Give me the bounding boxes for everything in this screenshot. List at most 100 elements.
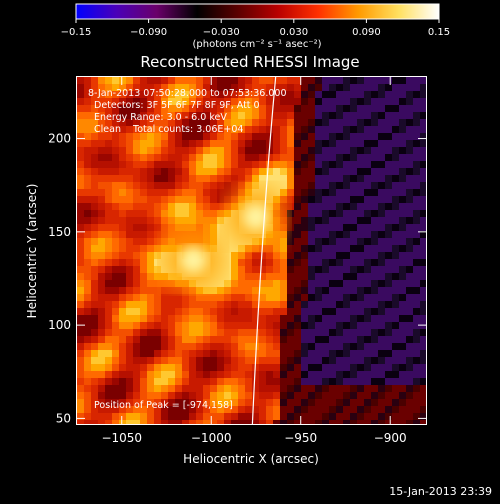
heatmap-cell <box>378 399 385 406</box>
heatmap-cell <box>280 343 287 350</box>
heatmap-cell <box>364 406 371 413</box>
heatmap-cell <box>329 189 336 196</box>
heatmap-cell <box>105 413 112 420</box>
heatmap-cell <box>266 154 273 161</box>
heatmap-cell <box>154 84 161 91</box>
heatmap-cell <box>336 301 343 308</box>
heatmap-cell <box>231 161 238 168</box>
heatmap-cell <box>287 336 294 343</box>
heatmap-cell <box>161 378 168 385</box>
heatmap-cell <box>98 364 105 371</box>
heatmap-cell <box>287 189 294 196</box>
heatmap-cell <box>77 154 84 161</box>
heatmap-cell <box>343 392 350 399</box>
heatmap-cell <box>105 273 112 280</box>
heatmap-cell <box>224 392 231 399</box>
heatmap-cell <box>175 140 182 147</box>
heatmap-cell <box>161 77 168 84</box>
heatmap-cell <box>322 154 329 161</box>
heatmap-cell <box>301 84 308 91</box>
heatmap-cell <box>224 168 231 175</box>
heatmap-cell <box>420 245 426 252</box>
heatmap-cell <box>77 287 84 294</box>
heatmap-cell <box>259 154 266 161</box>
heatmap-cell <box>406 413 413 420</box>
heatmap-cell <box>91 119 98 126</box>
heatmap-cell <box>105 91 112 98</box>
heatmap-cell <box>161 357 168 364</box>
heatmap-cell <box>364 154 371 161</box>
heatmap-cell <box>189 175 196 182</box>
heatmap-cell <box>224 245 231 252</box>
heatmap-cell <box>175 119 182 126</box>
heatmap-cell <box>301 147 308 154</box>
heatmap-cell <box>336 245 343 252</box>
heatmap-cell <box>378 315 385 322</box>
heatmap-cell <box>77 98 84 105</box>
heatmap-cell <box>378 336 385 343</box>
heatmap-cell <box>273 238 280 245</box>
heatmap-cell <box>217 350 224 357</box>
heatmap-cell <box>224 329 231 336</box>
heatmap-cell <box>378 287 385 294</box>
heatmap-cell <box>168 182 175 189</box>
heatmap-cell <box>154 182 161 189</box>
heatmap-cell <box>357 385 364 392</box>
heatmap-cell <box>301 91 308 98</box>
heatmap-cell <box>140 140 147 147</box>
heatmap-cell <box>154 385 161 392</box>
heatmap-cell <box>238 357 245 364</box>
heatmap-cell <box>217 420 224 424</box>
heatmap-cell <box>217 154 224 161</box>
heatmap-cell <box>119 147 126 154</box>
heatmap-cell <box>371 210 378 217</box>
heatmap-cell <box>259 308 266 315</box>
heatmap-cell <box>161 84 168 91</box>
heatmap-cell <box>238 350 245 357</box>
heatmap-cell <box>168 119 175 126</box>
heatmap-cell <box>168 392 175 399</box>
heatmap-cell <box>140 371 147 378</box>
heatmap-cell <box>217 196 224 203</box>
heatmap-cell <box>147 322 154 329</box>
heatmap-cell <box>252 308 259 315</box>
heatmap-cell <box>210 315 217 322</box>
heatmap-cell <box>301 413 308 420</box>
heatmap-cell <box>406 322 413 329</box>
heatmap-cell <box>280 357 287 364</box>
heatmap-cell <box>385 378 392 385</box>
heatmap-cell <box>287 315 294 322</box>
heatmap-cell <box>168 140 175 147</box>
heatmap-cell <box>238 399 245 406</box>
heatmap-cell <box>126 238 133 245</box>
heatmap-cell <box>217 189 224 196</box>
heatmap-cell <box>294 413 301 420</box>
heatmap-cell <box>252 315 259 322</box>
heatmap-cell <box>294 364 301 371</box>
heatmap-cell <box>168 399 175 406</box>
heatmap-cell <box>231 336 238 343</box>
heatmap-cell <box>329 203 336 210</box>
heatmap-cell <box>287 105 294 112</box>
heatmap-cell <box>147 420 154 424</box>
heatmap-cell <box>203 168 210 175</box>
heatmap-cell <box>105 175 112 182</box>
heatmap-cell <box>280 77 287 84</box>
heatmap-cell <box>105 238 112 245</box>
heatmap-cell <box>413 140 420 147</box>
heatmap-cell <box>238 77 245 84</box>
heatmap-cell <box>98 294 105 301</box>
heatmap-cell <box>252 175 259 182</box>
heatmap-cell <box>84 357 91 364</box>
heatmap-cell <box>371 266 378 273</box>
heatmap-cell <box>98 350 105 357</box>
heatmap-cell <box>371 217 378 224</box>
heatmap-cell <box>154 371 161 378</box>
heatmap-cell <box>231 413 238 420</box>
heatmap-cell <box>322 336 329 343</box>
heatmap-cell <box>133 182 140 189</box>
heatmap-cell <box>420 385 426 392</box>
heatmap-cell <box>364 343 371 350</box>
heatmap-cell <box>231 259 238 266</box>
heatmap-cell <box>196 329 203 336</box>
